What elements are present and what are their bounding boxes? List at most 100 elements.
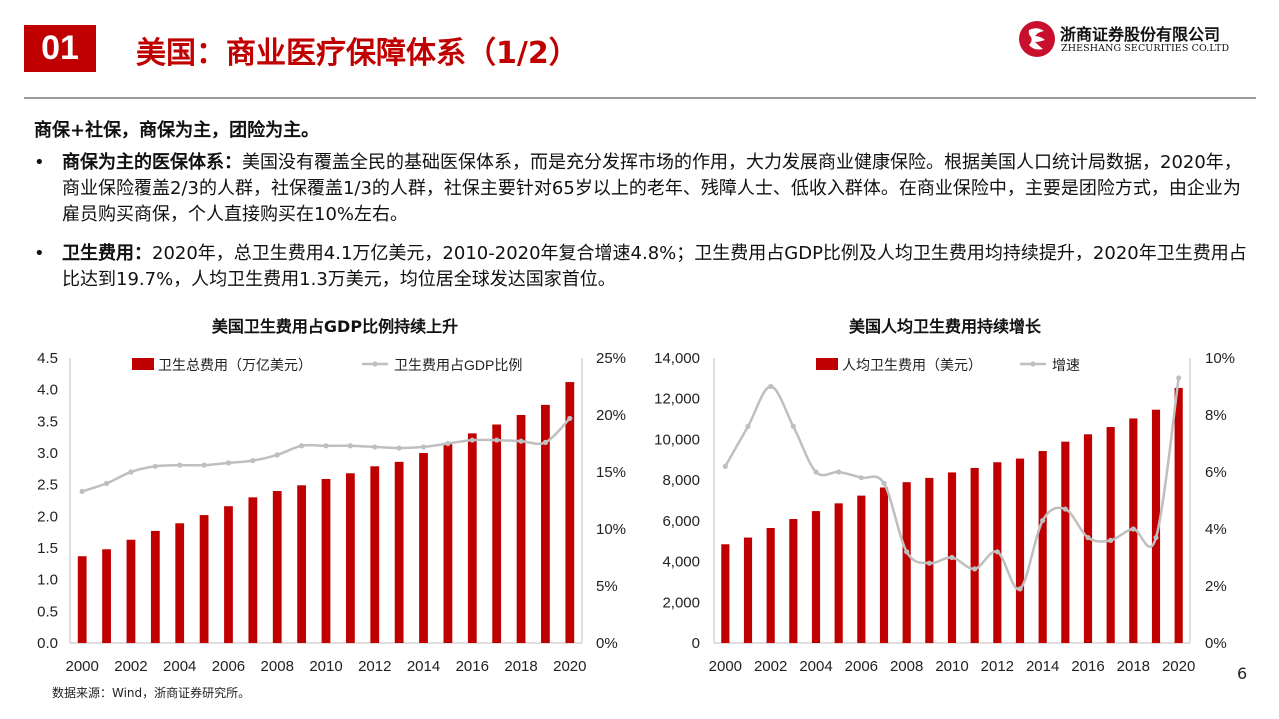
y-right-tick-label: 20%: [596, 407, 626, 424]
line-point-2020: [1176, 375, 1182, 381]
x-tick-label: 2006: [845, 658, 878, 675]
y-right-tick-label: 8%: [1205, 407, 1227, 424]
x-tick-label: 2002: [754, 658, 787, 675]
line-point-2012: [994, 549, 1000, 555]
line-point-2008: [904, 549, 910, 555]
y-left-tick-label: 0: [692, 635, 700, 652]
bar-2006: [857, 495, 866, 643]
bar-2015: [1061, 441, 1070, 643]
bar-2001: [743, 537, 753, 643]
x-tick-label: 2014: [1026, 658, 1059, 675]
bar-2000: [721, 544, 730, 643]
line-point-2013: [396, 445, 402, 451]
y-right-tick-label: 10%: [1205, 350, 1235, 367]
bar-2016: [467, 433, 477, 643]
bullet-dot: •: [34, 152, 45, 173]
x-tick-label: 2008: [261, 658, 294, 675]
line-point-2015: [1062, 506, 1068, 512]
section-badge: 01: [24, 25, 96, 72]
bar-2005: [199, 515, 209, 643]
y-left-tick-label: 3.0: [37, 445, 58, 462]
x-tick-label: 2010: [935, 658, 968, 675]
logo-text-cn: 浙商证券股份有限公司: [1060, 25, 1221, 44]
line-point-2011: [347, 443, 353, 449]
bar-2004: [811, 511, 821, 643]
bar-2011: [970, 467, 979, 643]
bar-2005: [834, 503, 843, 643]
y-left-tick-label: 12,000: [654, 391, 700, 408]
line-point-2014: [1040, 517, 1046, 524]
bar-2020: [1174, 387, 1183, 643]
bar-2002: [766, 527, 775, 643]
bar-2018: [516, 415, 526, 643]
bar-2019: [541, 404, 550, 643]
x-tick-label: 2004: [163, 658, 196, 675]
line-point-2020: [567, 415, 573, 422]
bar-2020: [565, 382, 575, 643]
bar-2009: [925, 477, 934, 643]
y-left-tick-label: 10,000: [654, 431, 700, 448]
line-point-2000: [79, 488, 85, 494]
y-left-tick-label: 8,000: [662, 472, 700, 489]
x-tick-label: 2000: [66, 658, 99, 675]
chart-gdp-share: 0.0 0.5 1.0 1.5 2.0 2.5 3.0 3.5 4.0 4.5 0% 5% 10% 15%…: [37, 350, 626, 675]
line-point-2002: [768, 383, 774, 390]
chart-title-gdp-share: 美国卫生费用占GDP比例持续上升: [211, 317, 459, 336]
line-point-2017: [494, 437, 500, 443]
legend-line-marker: [372, 361, 378, 367]
bar-2007: [248, 497, 258, 643]
bar-2013: [1015, 458, 1025, 643]
y-right-tick-label: 2%: [1205, 578, 1227, 595]
bar-2003: [150, 530, 160, 643]
y-left-tick-label: 2.5: [37, 477, 58, 494]
y-left-tick-label: 2,000: [662, 594, 700, 611]
bar-2015: [443, 442, 453, 643]
y-right-tick-label: 6%: [1205, 464, 1227, 481]
line-point-2018: [1130, 526, 1136, 532]
line-point-2008: [274, 452, 280, 458]
x-tick-label: 2016: [456, 658, 489, 675]
x-tick-label: 2006: [212, 658, 245, 675]
page-title: 美国：商业医疗保障体系（1/2）: [136, 36, 579, 71]
bullet-body: 2020年，总卫生费用4.1万亿美元，2010-2020年复合增速4.8%；卫生…: [62, 243, 1247, 290]
line-point-2012: [372, 444, 378, 450]
line-point-2016: [1085, 534, 1091, 541]
y-left-tick-label: 6,000: [662, 513, 700, 530]
y-left-tick-label: 0.5: [37, 603, 58, 620]
x-tick-label: 2020: [1162, 658, 1195, 675]
line-point-2005: [201, 462, 207, 468]
line-point-2013: [1017, 586, 1023, 592]
line-point-2016: [469, 437, 475, 443]
y-left-tick-label: 4.0: [37, 382, 58, 399]
x-tick-label: 2012: [358, 658, 391, 675]
line-point-2006: [225, 460, 232, 466]
bar-2000: [77, 556, 87, 643]
line-point-2001: [745, 423, 751, 429]
y-left-tick-label: 14,000: [654, 350, 700, 367]
bar-2014: [419, 453, 428, 643]
bar-2008: [902, 482, 911, 643]
lead-statement: 商保+社保，商保为主，团险为主。: [34, 120, 320, 141]
bar-2017: [1106, 427, 1115, 643]
line-point-2007: [881, 480, 887, 486]
bar-2019: [1151, 409, 1161, 643]
bar-2007: [879, 487, 889, 643]
bar-2014: [1038, 451, 1047, 643]
y-left-tick-label: 4,000: [662, 554, 700, 571]
line-point-2001: [103, 480, 110, 486]
line-point-2019: [1153, 534, 1159, 541]
line-point-2004: [177, 462, 183, 468]
line-point-2003: [790, 423, 796, 429]
legend-line-label: 增速: [1052, 357, 1080, 373]
y-left-tick-label: 1.5: [37, 540, 58, 557]
legend-bar-swatch: [816, 358, 838, 370]
data-source: 数据来源：Wind，浙商证券研究所。: [52, 686, 251, 700]
x-tick-label: 2000: [709, 658, 742, 675]
logo-text-en: ZHESHANG SECURITIES CO.LTD: [1061, 43, 1230, 54]
y-left-tick-label: 2.0: [37, 508, 58, 525]
line-point-2009: [299, 443, 305, 449]
line-point-2005: [836, 469, 842, 475]
y-right-tick-label: 10%: [596, 521, 626, 538]
line-point-2006: [858, 475, 864, 481]
bar-2001: [102, 549, 111, 643]
